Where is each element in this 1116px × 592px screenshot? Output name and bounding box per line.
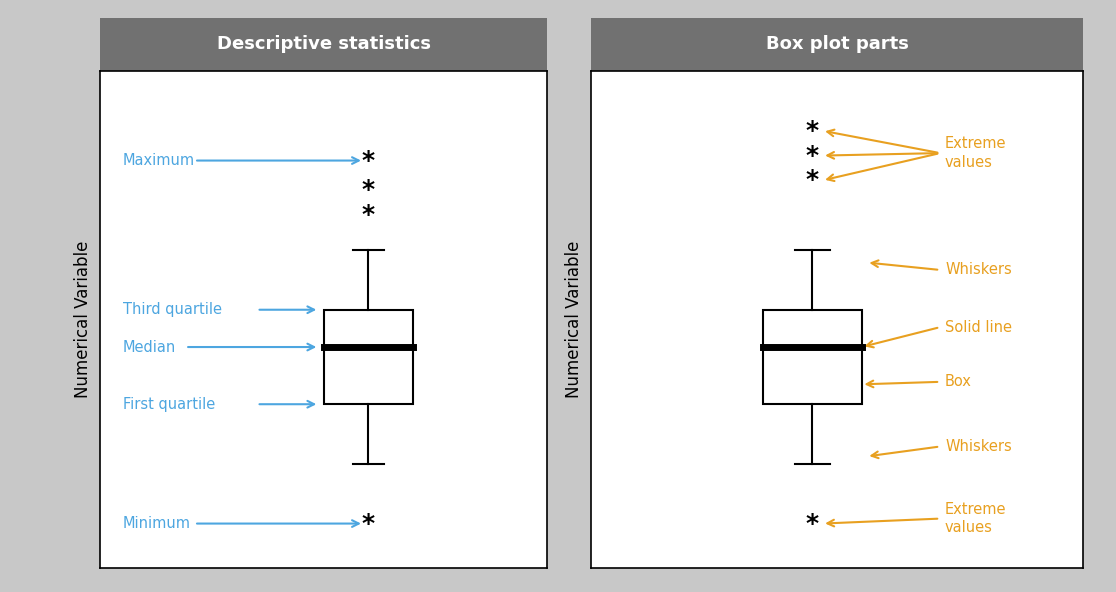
Text: Whiskers: Whiskers (945, 439, 1012, 454)
Text: *: * (806, 169, 819, 192)
Text: Box plot parts: Box plot parts (766, 36, 908, 53)
Text: *: * (362, 203, 375, 227)
Text: Median: Median (123, 340, 176, 355)
Text: Extreme
values: Extreme values (945, 502, 1007, 535)
Bar (763, 310, 862, 404)
Y-axis label: Numerical Variable: Numerical Variable (565, 241, 584, 398)
Text: Maximum: Maximum (123, 153, 195, 168)
Text: *: * (806, 511, 819, 536)
Text: Third quartile: Third quartile (123, 303, 222, 317)
Bar (324, 310, 413, 404)
Text: *: * (806, 144, 819, 168)
Text: *: * (806, 119, 819, 143)
Text: First quartile: First quartile (123, 397, 215, 411)
Text: Whiskers: Whiskers (945, 262, 1012, 278)
Text: Descriptive statistics: Descriptive statistics (217, 36, 431, 53)
Text: *: * (362, 149, 375, 172)
Text: *: * (362, 511, 375, 536)
Text: Minimum: Minimum (123, 516, 191, 531)
Text: Box: Box (945, 374, 972, 390)
Text: Extreme
values: Extreme values (945, 136, 1007, 170)
Text: Solid line: Solid line (945, 320, 1012, 334)
Y-axis label: Numerical Variable: Numerical Variable (74, 241, 93, 398)
Text: *: * (362, 178, 375, 202)
